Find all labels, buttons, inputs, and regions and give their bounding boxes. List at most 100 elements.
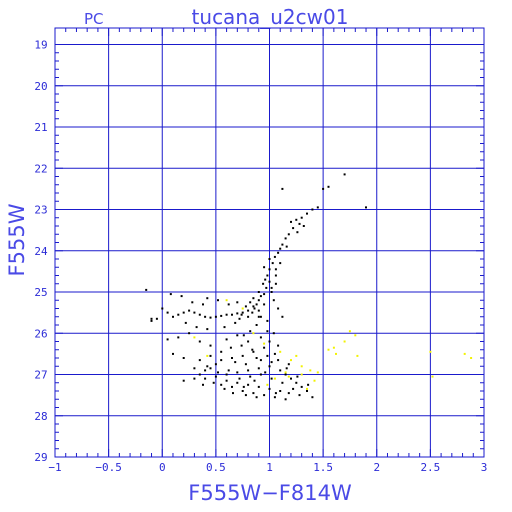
y-axis-label: F555W: [5, 203, 29, 276]
star-point: [270, 291, 273, 293]
star-point: [227, 303, 230, 306]
star-point: [272, 299, 275, 302]
star-point: [193, 367, 196, 370]
star-point: [262, 282, 265, 285]
star-point: [220, 314, 223, 317]
star-point: [300, 385, 303, 388]
star-point: [264, 278, 267, 281]
star-point: [191, 301, 194, 304]
highlight-star-point: [273, 377, 276, 380]
star-point: [268, 340, 271, 343]
star-point: [249, 301, 252, 304]
star-point: [252, 392, 255, 395]
star-point: [295, 381, 298, 384]
star-point: [242, 334, 245, 337]
star-point: [253, 307, 256, 310]
star-point: [241, 311, 244, 314]
x-tick-label: 0.5: [206, 461, 226, 474]
star-point: [150, 319, 153, 322]
star-point: [255, 324, 258, 326]
star-point: [257, 309, 260, 312]
star-point: [365, 206, 367, 209]
star-point: [290, 220, 292, 223]
star-point: [145, 288, 148, 291]
star-point: [259, 336, 262, 339]
star-point: [231, 357, 233, 359]
highlight-star-point: [263, 342, 266, 345]
star-point: [225, 373, 228, 376]
x-tick-label: 0: [159, 461, 166, 474]
star-point: [206, 328, 209, 331]
star-point: [274, 392, 277, 395]
highlight-star-point: [343, 340, 346, 343]
highlight-star-point: [332, 346, 335, 349]
star-point: [284, 398, 287, 401]
star-point: [249, 330, 252, 333]
star-point: [240, 313, 243, 316]
highlight-star-point: [295, 354, 298, 357]
highlight-star-point: [431, 375, 434, 378]
star-point: [161, 307, 164, 310]
star-point: [206, 297, 209, 300]
star-point: [225, 313, 228, 316]
star-point: [234, 361, 237, 364]
star-point: [172, 352, 174, 355]
star-point: [298, 222, 301, 225]
star-point: [257, 299, 260, 302]
star-point: [247, 315, 250, 318]
star-point: [290, 377, 292, 380]
star-point: [236, 301, 239, 304]
star-point: [277, 344, 280, 347]
star-point: [316, 206, 319, 209]
star-point: [247, 369, 250, 372]
star-point: [223, 387, 226, 390]
star-point: [298, 394, 301, 397]
star-point: [265, 286, 268, 289]
star-point: [281, 381, 284, 384]
star-point: [220, 359, 223, 362]
star-point: [266, 274, 269, 277]
star-point: [281, 315, 284, 318]
star-point: [274, 268, 277, 271]
star-point: [257, 367, 260, 370]
x-tick-label: −0.5: [95, 461, 122, 474]
highlight-star-point: [306, 387, 308, 390]
star-point: [182, 357, 185, 359]
star-point: [287, 233, 290, 236]
highlight-star-point: [193, 336, 196, 339]
star-point: [270, 361, 273, 364]
star-point: [247, 383, 250, 386]
star-point: [214, 315, 217, 318]
x-tick-label: 1.5: [313, 461, 333, 474]
star-point: [259, 315, 262, 318]
star-point: [306, 390, 308, 392]
star-point: [343, 173, 346, 176]
star-point: [180, 295, 183, 298]
star-point: [244, 305, 247, 308]
star-point: [292, 387, 295, 390]
star-point: [188, 332, 191, 335]
star-point: [302, 225, 305, 227]
star-point: [300, 216, 303, 219]
star-point: [274, 274, 277, 277]
star-point: [234, 321, 237, 324]
star-point: [204, 377, 207, 380]
highlight-star-point: [335, 352, 337, 355]
star-point: [273, 255, 276, 258]
highlight-star-point: [300, 365, 303, 368]
highlight-star-point: [354, 334, 357, 337]
highlight-star-point: [266, 383, 269, 386]
highlight-star-point: [316, 371, 319, 374]
star-point: [263, 293, 266, 296]
star-point: [279, 390, 282, 392]
star-point: [277, 251, 280, 254]
star-point: [225, 338, 228, 341]
star-point: [287, 392, 290, 395]
star-point: [287, 363, 290, 366]
x-tick-label: 2.5: [420, 461, 440, 474]
star-point: [155, 317, 158, 320]
star-point: [255, 303, 258, 306]
star-point: [273, 352, 276, 355]
star-point: [259, 359, 262, 362]
star-point: [236, 312, 239, 315]
